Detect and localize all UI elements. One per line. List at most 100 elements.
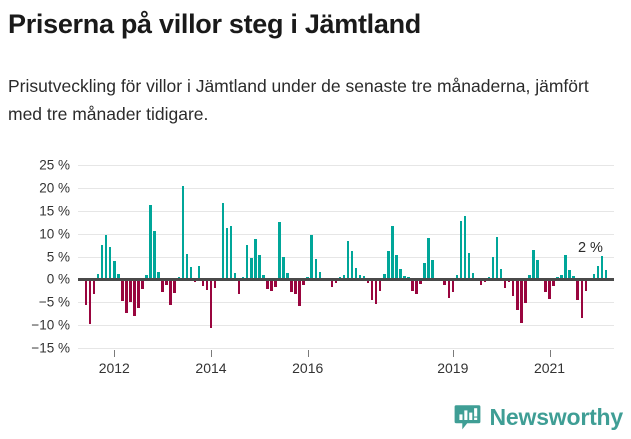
bar	[415, 279, 418, 294]
bar	[96, 273, 100, 280]
bar	[358, 274, 362, 280]
y-axis-tick-label: −15 %	[31, 340, 70, 356]
bar	[532, 250, 535, 280]
bar	[572, 275, 575, 280]
bar	[262, 274, 265, 280]
gridline	[78, 302, 614, 304]
x-axis: 2012201420162019202120232025	[78, 348, 631, 394]
bar	[604, 270, 608, 280]
bar	[491, 256, 495, 280]
bar	[125, 279, 128, 314]
gridline	[78, 256, 614, 258]
bar	[560, 274, 563, 280]
x-axis-line	[78, 348, 614, 349]
x-axis-tick-label: 2012	[98, 360, 130, 376]
bar	[133, 279, 136, 316]
bar	[528, 274, 531, 280]
bar	[455, 274, 459, 280]
bar	[463, 216, 467, 280]
bar	[100, 244, 104, 280]
bar	[189, 267, 193, 280]
x-axis-tick	[114, 350, 116, 357]
plot-area	[78, 165, 614, 349]
bar	[411, 279, 414, 292]
y-axis-tick-label: −10 %	[31, 317, 70, 333]
bar	[108, 247, 112, 280]
bar	[479, 279, 483, 285]
bar	[306, 276, 309, 280]
bar	[137, 279, 140, 308]
bar	[431, 260, 434, 280]
x-axis-tick-label: 2019	[437, 360, 469, 376]
page-subtitle: Prisutveckling för villor i Jämtland und…	[8, 76, 589, 124]
bar	[241, 276, 245, 280]
bar	[338, 276, 342, 280]
bar	[225, 228, 229, 280]
bar	[471, 272, 475, 280]
zero-line	[78, 278, 614, 282]
bar	[374, 279, 378, 305]
bar	[487, 276, 491, 280]
bar	[274, 279, 277, 287]
bar	[330, 279, 334, 287]
bar	[503, 279, 507, 288]
bar	[113, 261, 116, 280]
bar	[568, 270, 571, 280]
page-title: Priserna på villor steg i Jämtland	[8, 9, 421, 39]
bar-chart-speech-bubble-icon	[454, 404, 481, 431]
bar	[346, 240, 350, 280]
bar	[395, 254, 398, 280]
bar	[407, 276, 410, 280]
bar	[379, 279, 382, 292]
y-axis-labels: 25 % 20 % 15 % 10 % 5 % 0 % −5 % −10 % −15 %	[0, 158, 70, 356]
bar	[427, 238, 430, 280]
bar	[391, 226, 394, 280]
x-axis-tick	[452, 350, 454, 357]
bar	[177, 276, 180, 280]
bar	[354, 268, 358, 280]
bar	[310, 234, 313, 280]
bar	[157, 272, 160, 280]
bar	[205, 279, 209, 291]
bar	[270, 279, 273, 292]
bar	[197, 265, 201, 280]
y-axis-tick-label: 15 %	[39, 203, 70, 219]
x-axis-tick	[307, 350, 309, 357]
bar	[254, 239, 257, 280]
newsworthy-logo: Newsworthy	[454, 400, 623, 434]
bar	[399, 269, 402, 280]
bar	[237, 279, 241, 294]
bar	[286, 272, 289, 280]
bar	[298, 279, 301, 306]
bar	[383, 273, 386, 280]
gridline	[78, 210, 614, 212]
x-axis-tick-label: 2021	[533, 360, 566, 376]
bar	[233, 272, 237, 280]
bar	[556, 276, 559, 280]
bar	[318, 272, 322, 280]
bar	[129, 279, 132, 303]
bar	[467, 252, 471, 280]
y-axis-tick-label: 20 %	[39, 180, 70, 196]
bar	[250, 258, 253, 280]
bar	[141, 279, 144, 290]
bar	[302, 279, 305, 285]
bar	[282, 256, 285, 280]
gridline	[78, 165, 614, 166]
bar	[165, 279, 168, 285]
bar	[576, 279, 579, 300]
bar	[447, 279, 450, 298]
bar	[294, 279, 297, 294]
bar	[117, 273, 120, 280]
bar	[564, 254, 567, 280]
bar	[362, 275, 366, 280]
bar	[201, 279, 205, 286]
bar-chart: 25 % 20 % 15 % 10 % 5 % 0 % −5 % −10 % −15 % 201…	[0, 150, 631, 395]
bar	[314, 259, 317, 280]
y-axis-tick-label: 0 %	[46, 271, 70, 287]
bar	[387, 251, 390, 280]
bar	[580, 279, 583, 318]
gridline	[78, 325, 614, 327]
bar	[213, 279, 217, 288]
bar	[209, 279, 213, 328]
